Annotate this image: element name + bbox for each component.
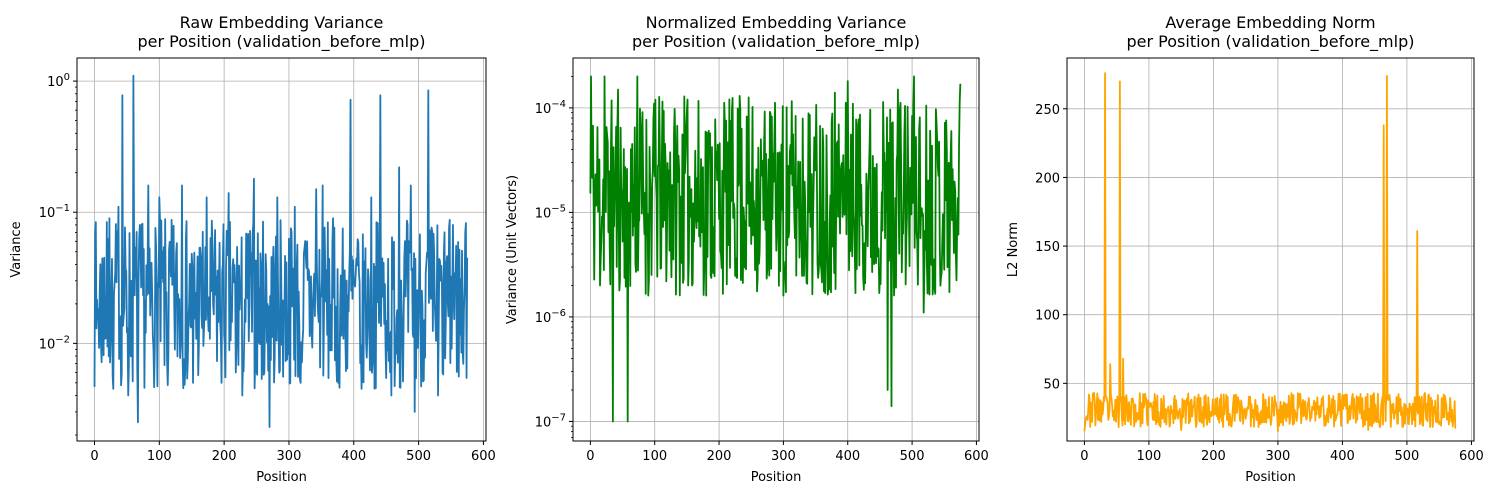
- x-tick-label: 0: [1080, 449, 1088, 464]
- x-tick-label: 300: [1266, 449, 1291, 464]
- axes-frame: [76, 57, 487, 442]
- series-line: [1083, 72, 1457, 433]
- y-axis-label: Variance: [9, 221, 24, 277]
- axes-frame: [1066, 57, 1475, 442]
- y-tick-label: 100: [47, 72, 70, 90]
- x-axis-label: Position: [751, 470, 802, 485]
- axes-frame: [572, 57, 980, 442]
- y-axis-label: Variance (Unit Vectors): [505, 175, 520, 324]
- x-axis-label: Position: [256, 470, 307, 485]
- y-tick-label: 100: [1035, 309, 1060, 324]
- series-line: [93, 74, 469, 428]
- x-tick-label: 400: [341, 449, 366, 464]
- y-axis-label: L2 Norm: [1006, 222, 1021, 277]
- x-tick-label: 200: [707, 449, 732, 464]
- x-tick-label: 500: [1395, 449, 1420, 464]
- x-tick-label: 0: [586, 449, 594, 464]
- chart-panel-2: 0 100 200 300 400 500 600 10−7 10−6 10−5 10−4 Posit…: [505, 13, 989, 485]
- chart-title-line: per Position (validation_before_mlp): [1127, 32, 1415, 52]
- x-tick-label: 600: [1459, 449, 1484, 464]
- x-tick-label: 300: [277, 449, 302, 464]
- y-tick-label: 200: [1035, 171, 1060, 186]
- x-tick-label: 600: [964, 449, 989, 464]
- x-tick-label: 400: [1330, 449, 1355, 464]
- x-tick-label: 100: [147, 449, 172, 464]
- x-tick-label: 100: [642, 449, 667, 464]
- y-tick-label: 10−1: [39, 203, 70, 221]
- chart-title-line: Raw Embedding Variance: [180, 13, 384, 32]
- x-tick-label: 0: [90, 449, 98, 464]
- x-tick-label: 600: [471, 449, 496, 464]
- chart-title-line: Average Embedding Norm: [1165, 13, 1375, 32]
- y-tick-label: 10−5: [535, 203, 566, 221]
- y-tick-label: 50: [1043, 377, 1060, 392]
- x-tick-label: 500: [900, 449, 925, 464]
- chart-title-line: per Position (validation_before_mlp): [138, 32, 426, 52]
- chart-panel-3: 0 100 200 300 400 500 600 50 100 150 200 250 Positio…: [1006, 13, 1484, 485]
- x-tick-label: 100: [1137, 449, 1162, 464]
- x-tick-label: 200: [212, 449, 237, 464]
- y-tick-label: 150: [1035, 240, 1060, 255]
- x-tick-label: 200: [1201, 449, 1226, 464]
- y-tick-label: 10−4: [535, 99, 566, 117]
- x-axis-label: Position: [1245, 470, 1296, 485]
- chart-panel-1: 0 100 200 300 400 500 600 10−2 10−1 100 Position Va…: [9, 13, 496, 485]
- series-line: [589, 75, 962, 423]
- x-tick-label: 500: [406, 449, 431, 464]
- x-tick-label: 400: [835, 449, 860, 464]
- y-tick-label: 10−2: [39, 334, 70, 352]
- x-tick-label: 300: [771, 449, 796, 464]
- y-tick-label: 250: [1035, 103, 1060, 118]
- chart-title-line: Normalized Embedding Variance: [646, 13, 907, 32]
- chart-title-line: per Position (validation_before_mlp): [632, 32, 920, 52]
- y-tick-label: 10−7: [535, 412, 566, 430]
- y-tick-label: 10−6: [535, 308, 566, 326]
